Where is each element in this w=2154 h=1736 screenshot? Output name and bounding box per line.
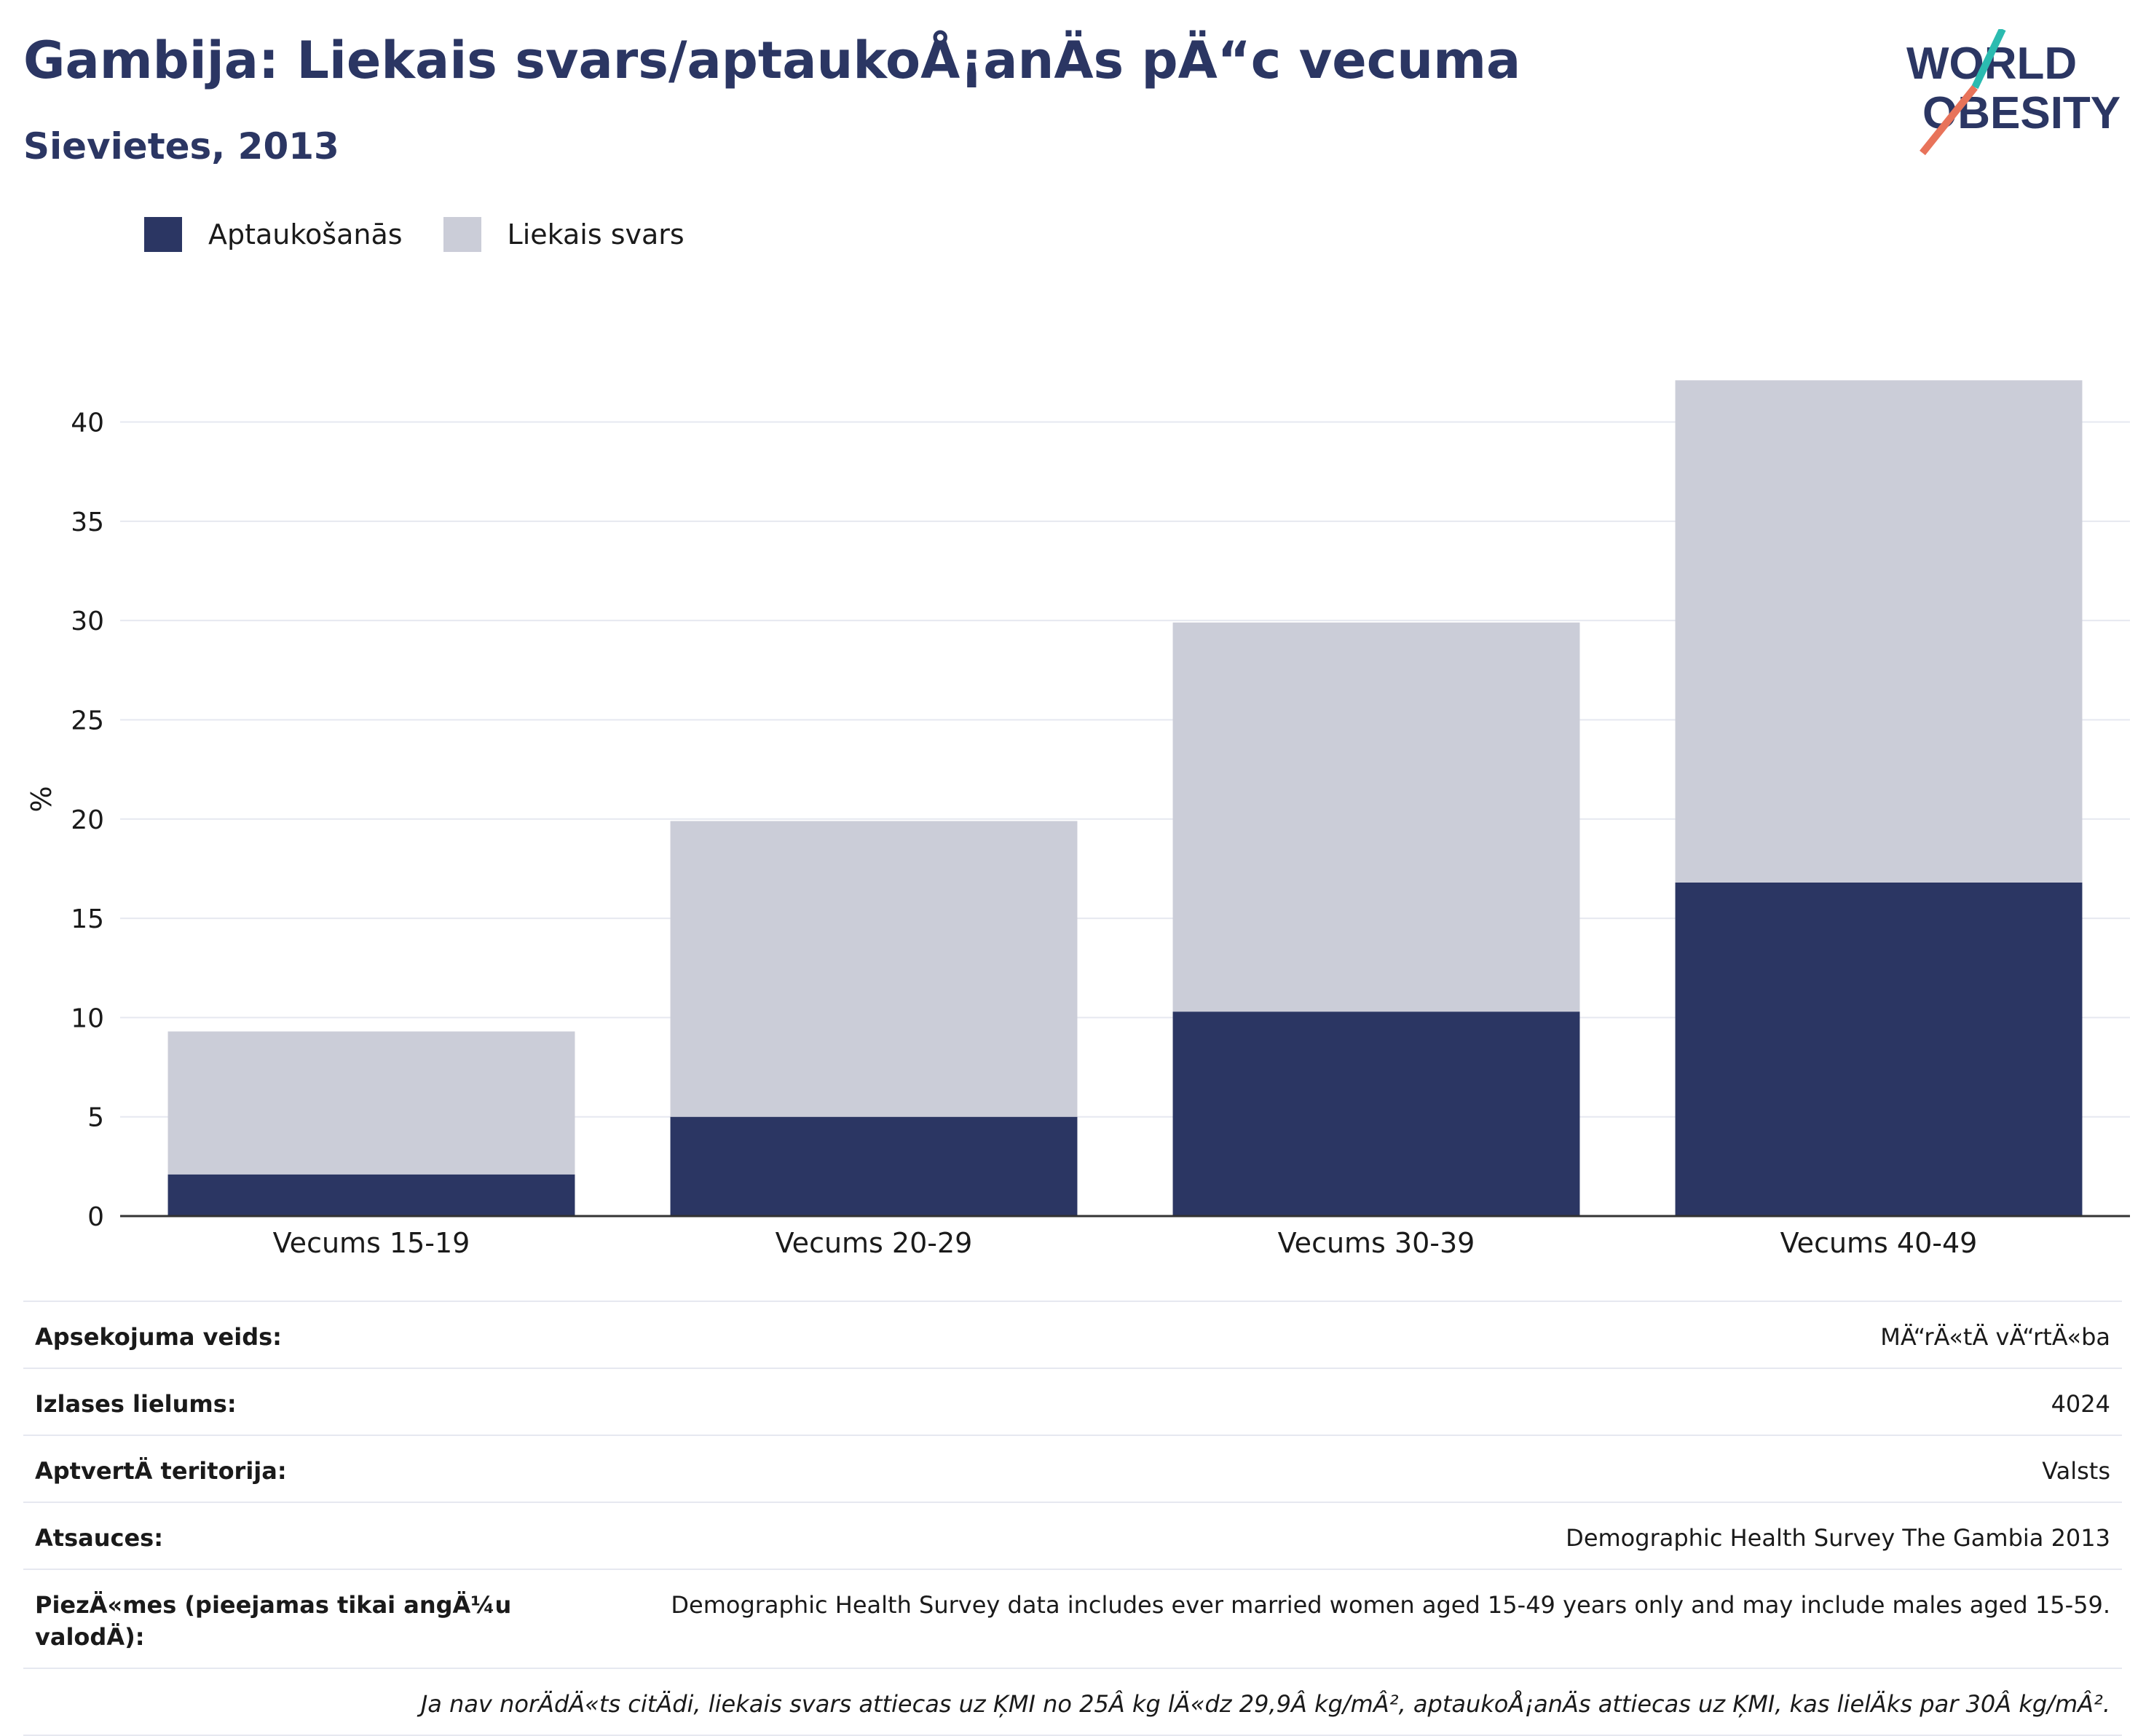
stacked-bar-chart: 0 5 10 15 20 25 30 35 40% Vecums 15-19 Vecums 20-2… [25, 380, 2130, 1259]
bar-obesity-1 [167, 1174, 575, 1216]
info-row-footnote: Ja nav norÄdÄ«ts citÄdi, liekais svars a… [23, 1668, 2122, 1736]
info-key: PiezÄ«mes (pieejamas tikai angÄ¼u valodÄ… [35, 1591, 512, 1651]
y-tick-label: 5 [87, 1103, 104, 1133]
bar-overweight-2 [670, 821, 1078, 1117]
legend-item-obesity[interactable]: Aptaukošanās [144, 217, 403, 252]
legend-item-overweight[interactable]: Liekais svars [443, 217, 685, 252]
x-tick-label: Vecums 15-19 [273, 1227, 470, 1259]
info-value: Demographic Health Survey The Gambia 201… [1566, 1524, 2110, 1552]
info-value: Demographic Health Survey data includes … [671, 1591, 2110, 1619]
info-value: MÄ“rÄ«tÄ vÄ“rtÄ«ba [1880, 1323, 2110, 1351]
info-key: Apsekojuma veids: [35, 1323, 282, 1351]
legend-swatch-overweight [443, 217, 481, 252]
y-tick-label: 0 [87, 1202, 104, 1232]
y-tick-label: 20 [71, 805, 104, 835]
legend-label-overweight: Liekais svars [507, 218, 685, 250]
info-row-notes: PiezÄ«mes (pieejamas tikai angÄ¼u valodÄ… [23, 1569, 2122, 1668]
x-tick-label: Vecums 30-39 [1278, 1227, 1475, 1259]
chart-subtitle: Sievietes, 2013 [23, 125, 339, 167]
logo-accent-teal [1971, 29, 2006, 90]
info-row-references: Atsauces: Demographic Health Survey The … [23, 1502, 2122, 1569]
info-value: Valsts [2042, 1457, 2110, 1485]
bar-overweight-1 [167, 1031, 575, 1175]
y-tick-label: 10 [71, 1003, 104, 1033]
x-tick-label: Vecums 40-49 [1780, 1227, 1978, 1259]
logo-accent-coral [1920, 84, 1978, 156]
info-key: Izlases lielums: [35, 1390, 237, 1418]
y-tick-label: 30 [71, 607, 104, 636]
legend-swatch-obesity [144, 217, 182, 252]
bar-overweight-4 [1675, 380, 2083, 883]
world-obesity-logo: WORLD OBESITY [1906, 29, 2121, 156]
chart-legend: Aptaukošanās Liekais svars [144, 216, 725, 253]
y-tick-label: 15 [71, 904, 104, 934]
info-table: Apsekojuma veids: MÄ“rÄ«tÄ vÄ“rtÄ«ba Izl… [23, 1301, 2122, 1736]
bar-obesity-2 [670, 1116, 1078, 1216]
y-tick-label: 40 [71, 409, 104, 438]
info-row-survey-type: Apsekojuma veids: MÄ“rÄ«tÄ vÄ“rtÄ«ba [23, 1301, 2122, 1368]
info-key: Atsauces: [35, 1524, 163, 1552]
footnote-text: Ja nav norÄdÄ«ts citÄdi, liekais svars a… [420, 1690, 2110, 1718]
info-row-sample-size: Izlases lielums: 4024 [23, 1368, 2122, 1435]
info-value: 4024 [2051, 1390, 2110, 1418]
legend-label-obesity: Aptaukošanās [208, 218, 403, 250]
bar-overweight-3 [1172, 622, 1580, 1012]
info-row-coverage: AptvertÄ teritorija: Valsts [23, 1435, 2122, 1502]
y-tick-label: 35 [71, 508, 104, 537]
bar-obesity-4 [1675, 883, 2083, 1216]
chart-title: Gambija: Liekais svars/aptaukoÅ¡anÄs pÄ“… [23, 31, 1521, 90]
y-tick-label: 25 [71, 706, 104, 735]
y-axis-label: % [25, 786, 58, 812]
x-tick-label: Vecums 20-29 [776, 1227, 973, 1259]
info-key: AptvertÄ teritorija: [35, 1457, 287, 1485]
bar-obesity-3 [1172, 1011, 1580, 1216]
